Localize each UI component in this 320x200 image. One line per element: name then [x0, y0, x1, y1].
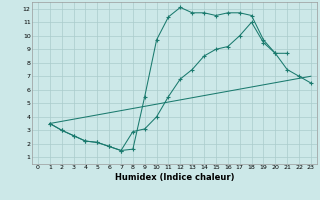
X-axis label: Humidex (Indice chaleur): Humidex (Indice chaleur)	[115, 173, 234, 182]
